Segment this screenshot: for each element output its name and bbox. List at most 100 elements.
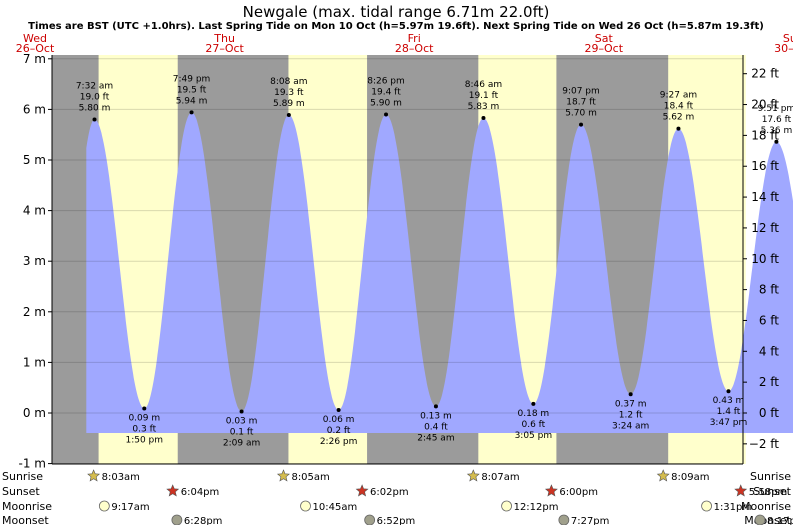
- high-tide-time: 8:08 am: [270, 77, 307, 87]
- row-label-right: Sunset: [753, 485, 791, 498]
- high-tide-point: [481, 116, 486, 121]
- moonset-time: 7:27pm: [571, 516, 610, 525]
- low-tide-ft: 0.4 ft: [424, 422, 448, 432]
- low-tide-ft: 0.2 ft: [327, 426, 351, 436]
- low-tide-ft: 1.4 ft: [717, 407, 741, 417]
- y-tick-label-m: 0 m: [23, 406, 46, 420]
- moonset-icon: [558, 514, 570, 525]
- tide-area: [86, 112, 793, 433]
- moonrise-time: 9:17am: [111, 502, 149, 513]
- high-tide-m: 5.94 m: [176, 96, 208, 106]
- high-tide-m: 5.90 m: [370, 98, 402, 108]
- date-label: 28–Oct: [395, 42, 434, 55]
- low-tide-m: 0.13 m: [420, 411, 452, 421]
- moonset-icon: [171, 514, 183, 525]
- low-tide-point: [433, 404, 438, 409]
- high-tide-ft: 19.3 ft: [274, 88, 304, 98]
- sunrise-time: 8:05am: [291, 472, 329, 483]
- high-tide-m: 5.62 m: [663, 113, 695, 123]
- high-tide-time: 8:26 pm: [367, 76, 405, 86]
- low-tide-time: 3:24 am: [612, 421, 649, 431]
- y-tick-label-ft: 16 ft: [751, 159, 779, 173]
- moonrise-time: 10:45am: [313, 502, 358, 513]
- y-tick-label-ft: 18 ft: [751, 128, 779, 142]
- row-label-left: Sunrise: [2, 470, 43, 483]
- high-tide-point: [286, 112, 291, 117]
- moonrise-icon: [701, 500, 712, 512]
- high-tide-m: 5.89 m: [273, 99, 305, 109]
- y-tick-label-m: 3 m: [23, 254, 46, 268]
- y-tick-label-ft: 20 ft: [751, 98, 779, 112]
- low-tide-m: 0.06 m: [323, 415, 355, 425]
- y-tick-label-m: 4 m: [23, 204, 46, 218]
- low-tide-point: [726, 389, 731, 394]
- low-tide-point: [142, 406, 147, 411]
- low-tide-time: 2:26 pm: [320, 437, 358, 447]
- high-tide-point: [384, 112, 389, 117]
- low-tide-m: 0.43 m: [713, 396, 745, 406]
- high-tide-time: 9:27 am: [660, 91, 697, 101]
- y-tick-label-ft: 14 ft: [751, 190, 779, 204]
- day-of-week-label: Wed: [23, 32, 47, 45]
- high-tide-time: 7:49 pm: [173, 74, 211, 84]
- y-tick-label-ft: 2 ft: [759, 375, 779, 389]
- row-label-right: Moonrise: [741, 500, 791, 513]
- y-tick-label-ft: 10 ft: [751, 252, 779, 266]
- high-tide-m: 5.83 m: [468, 102, 500, 112]
- moonrise-icon: [98, 500, 110, 512]
- low-tide-point: [336, 407, 341, 412]
- y-tick-label-ft: 12 ft: [751, 221, 779, 235]
- low-tide-m: 0.03 m: [226, 416, 258, 426]
- day-of-week-label: Sun: [783, 32, 793, 45]
- day-of-week-label: Thu: [213, 32, 235, 45]
- high-tide-point: [676, 126, 681, 131]
- low-tide-point: [628, 392, 633, 397]
- high-tide-ft: 18.4 ft: [664, 102, 694, 112]
- sunset-time: 6:04pm: [181, 487, 220, 498]
- sunrise-icon: [466, 469, 480, 482]
- high-tide-ft: 19.5 ft: [177, 85, 207, 95]
- high-tide-ft: 19.4 ft: [371, 87, 401, 97]
- high-tide-time: 9:51 pm: [758, 104, 793, 114]
- sunset-time: 6:00pm: [559, 487, 598, 498]
- astro-rows: Sunrise Sunrise Sunset Sunset Moonrise Moonri…: [2, 469, 793, 525]
- high-tide-ft: 17.6 ft: [762, 115, 792, 125]
- y-tick-label-m: 7 m: [23, 52, 46, 66]
- y-tick-label-m: 5 m: [23, 153, 46, 167]
- row-label-left: Moonrise: [2, 500, 52, 513]
- y-tick-label-ft: 22 ft: [751, 67, 779, 81]
- sunrise-time: 8:09am: [671, 472, 709, 483]
- y-tick-label-ft: 6 ft: [759, 313, 779, 327]
- sunrise-time: 8:03am: [102, 472, 140, 483]
- high-tide-m: 5.70 m: [565, 109, 597, 119]
- high-tide-time: 9:07 pm: [562, 87, 600, 97]
- low-tide-m: 0.09 m: [128, 413, 160, 423]
- moonrise-icon: [501, 500, 512, 512]
- low-tide-m: 0.37 m: [615, 399, 647, 409]
- day-of-week-label: Fri: [408, 32, 421, 45]
- row-label-left: Sunset: [2, 485, 40, 498]
- y-tick-label-m: -1 m: [19, 457, 46, 471]
- high-tide-point: [579, 122, 584, 127]
- high-tide-point: [774, 139, 779, 144]
- date-label: 27–Oct: [205, 42, 244, 55]
- y-tick-label-m: 1 m: [23, 355, 46, 369]
- low-tide-point: [531, 401, 536, 406]
- low-tide-time: 3:05 pm: [515, 431, 553, 441]
- date-label: 30–Oct: [774, 42, 793, 55]
- high-tide-time: 8:46 am: [465, 80, 502, 90]
- low-tide-ft: 0.6 ft: [521, 420, 545, 430]
- high-tide-ft: 18.7 ft: [566, 98, 596, 108]
- sunset-time: 6:02pm: [370, 487, 409, 498]
- chart-title: Newgale (max. tidal range 6.71m 22.0ft): [243, 3, 550, 21]
- day-of-week-label: Sat: [595, 32, 614, 45]
- axes: -1 m 0 m 1 m 2 m 3 m 4 m 5 m 6 m 7 m −2 ft 0 ft 2 f…: [19, 52, 780, 471]
- y-tick-label-m: 6 m: [23, 102, 46, 116]
- moonset-time: 6:28pm: [184, 516, 223, 525]
- date-label: 29–Oct: [585, 42, 624, 55]
- low-tide-time: 3:47 pm: [710, 418, 748, 428]
- low-tide-m: 0.18 m: [518, 409, 550, 419]
